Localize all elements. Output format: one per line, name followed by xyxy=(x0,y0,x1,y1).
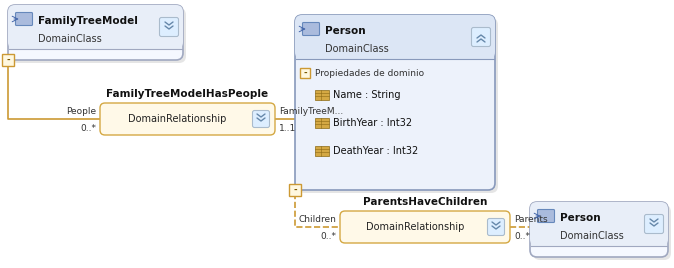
Text: FamilyTreeM...: FamilyTreeM... xyxy=(279,107,343,116)
Text: Children: Children xyxy=(298,215,336,224)
Text: -: - xyxy=(303,69,307,77)
Text: FamilyTreeModel: FamilyTreeModel xyxy=(38,16,138,26)
Text: BirthYear : Int32: BirthYear : Int32 xyxy=(333,118,412,128)
Text: DomainRelationship: DomainRelationship xyxy=(366,222,464,232)
FancyBboxPatch shape xyxy=(295,15,495,59)
Text: DomainRelationship: DomainRelationship xyxy=(128,114,226,124)
Bar xyxy=(315,90,329,100)
Bar xyxy=(300,68,310,78)
FancyBboxPatch shape xyxy=(100,103,275,135)
Text: DomainClass: DomainClass xyxy=(560,231,623,241)
Text: Propiedades de dominio: Propiedades de dominio xyxy=(315,69,424,77)
FancyBboxPatch shape xyxy=(340,211,510,243)
FancyBboxPatch shape xyxy=(537,210,555,222)
Text: -: - xyxy=(293,185,297,195)
Text: 0..*: 0..* xyxy=(514,232,530,241)
Text: DomainClass: DomainClass xyxy=(325,44,389,54)
FancyBboxPatch shape xyxy=(530,202,668,257)
Text: Parents: Parents xyxy=(514,215,547,224)
Text: DomainClass: DomainClass xyxy=(38,34,102,44)
Text: FamilyTreeModelHasPeople: FamilyTreeModelHasPeople xyxy=(106,89,268,99)
FancyBboxPatch shape xyxy=(11,8,186,63)
Bar xyxy=(9,41,182,50)
Bar xyxy=(531,238,667,247)
FancyBboxPatch shape xyxy=(472,28,491,47)
Bar xyxy=(315,118,329,128)
FancyBboxPatch shape xyxy=(295,15,495,190)
Text: Person: Person xyxy=(560,213,601,223)
FancyBboxPatch shape xyxy=(16,13,32,25)
Text: 0..*: 0..* xyxy=(80,124,96,133)
Text: ParentsHaveChildren: ParentsHaveChildren xyxy=(363,197,487,207)
FancyBboxPatch shape xyxy=(303,23,319,35)
FancyBboxPatch shape xyxy=(530,202,668,246)
Text: Name : String: Name : String xyxy=(333,90,400,100)
Text: Person: Person xyxy=(325,26,365,36)
FancyBboxPatch shape xyxy=(160,17,179,36)
Text: 1..1: 1..1 xyxy=(279,124,297,133)
FancyBboxPatch shape xyxy=(644,214,663,233)
Text: 0..*: 0..* xyxy=(320,232,336,241)
FancyBboxPatch shape xyxy=(8,5,183,49)
Text: People: People xyxy=(66,107,96,116)
Text: DeathYear : Int32: DeathYear : Int32 xyxy=(333,146,419,156)
FancyBboxPatch shape xyxy=(253,110,270,128)
Bar xyxy=(315,146,329,156)
FancyBboxPatch shape xyxy=(487,218,505,236)
FancyBboxPatch shape xyxy=(8,5,183,60)
Bar xyxy=(296,51,494,60)
Bar xyxy=(289,184,301,196)
Text: -: - xyxy=(6,55,10,65)
Bar xyxy=(2,54,14,66)
FancyBboxPatch shape xyxy=(533,205,671,260)
FancyBboxPatch shape xyxy=(298,18,498,193)
